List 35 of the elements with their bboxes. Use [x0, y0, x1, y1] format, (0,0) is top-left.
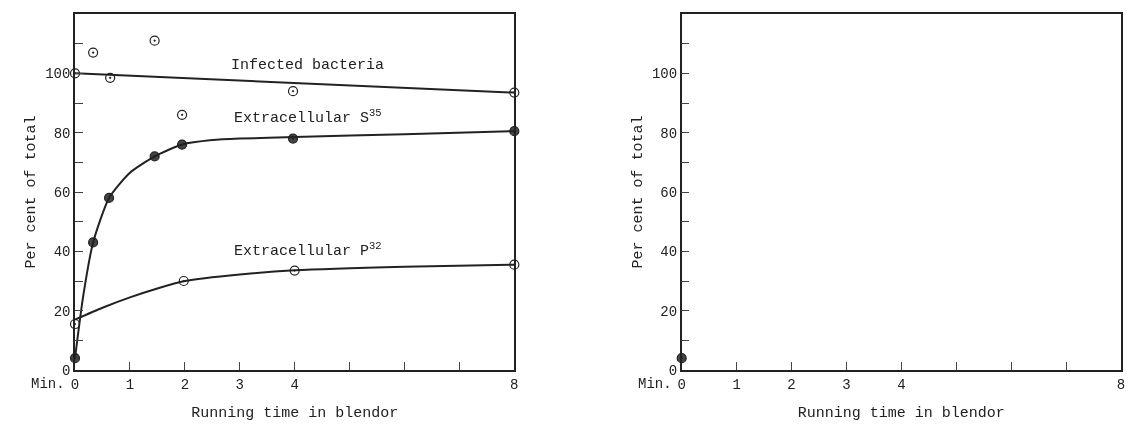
y-tick-label: 100	[45, 66, 71, 83]
y-tick-label: 60	[660, 184, 678, 201]
text: Min.	[638, 376, 672, 392]
y-tick-label: 80	[53, 125, 71, 142]
y-tick-label: 20	[660, 303, 678, 320]
series-label: Extracellular S$^{35}$	[234, 107, 382, 128]
point	[149, 35, 160, 46]
x-tick-label: 1	[125, 376, 135, 393]
x-tick-label: 2	[180, 376, 190, 393]
x-tick-label: 1	[732, 376, 741, 393]
x-tick-label: 8	[510, 376, 519, 393]
point	[176, 109, 188, 120]
y-tick-label: 40	[660, 244, 678, 261]
x-axis-title: Running time in blendor	[191, 405, 399, 423]
series-label: Extracellular P$^{32}$	[234, 240, 382, 261]
y-axis-title: Per cent of total	[22, 115, 40, 269]
x-tick-label: 8	[1116, 376, 1126, 393]
y-axis-title: Per cent of total	[629, 115, 647, 269]
x-tick-label: 3	[842, 376, 851, 393]
y-tick-label: 60	[53, 184, 71, 201]
point	[88, 47, 99, 58]
x-tick-label: 4	[290, 376, 299, 393]
y-tick-label: 0	[668, 362, 678, 379]
y-tick-label: 20	[53, 303, 71, 320]
y-tick-label: 0	[62, 362, 71, 379]
y-tick-label: 40	[53, 244, 71, 261]
x-tick-label: 4	[897, 376, 906, 393]
series-label: Infected bacteria	[231, 57, 385, 74]
x-axis-title: Running time in blendor	[797, 405, 1005, 423]
y-tick-label: 80	[660, 125, 678, 142]
point	[287, 86, 299, 97]
x-tick-label: 2	[787, 376, 796, 393]
y-tick-label: 100	[651, 66, 678, 83]
text: Min.	[31, 376, 65, 392]
x-tick-label: 3	[235, 376, 244, 393]
